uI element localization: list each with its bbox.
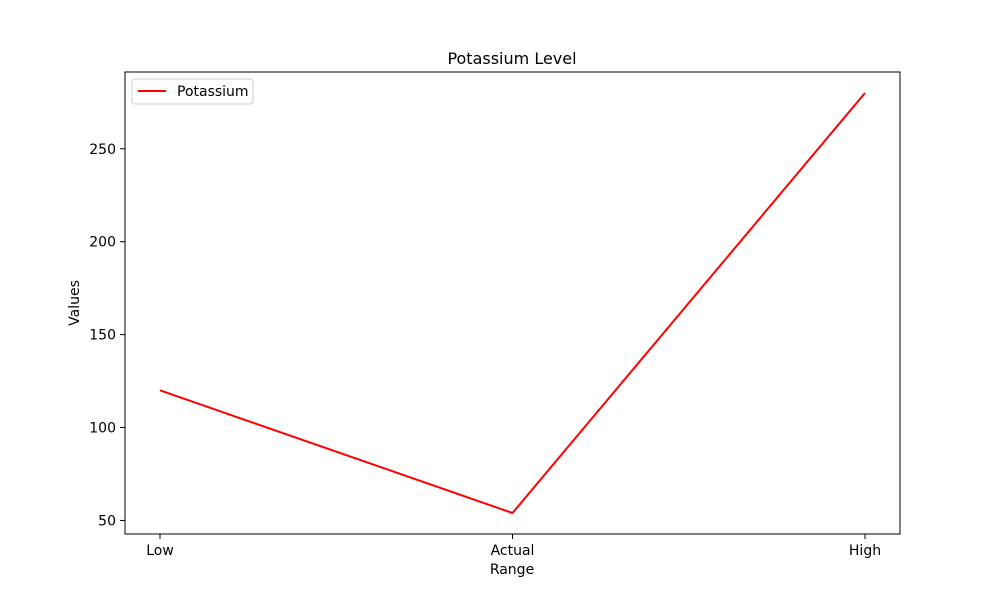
x-axis: Low Actual High [146, 534, 881, 559]
y-axis-label: Values [67, 280, 83, 326]
x-tick-label: High [849, 543, 881, 559]
y-tick-label: 100 [89, 421, 116, 437]
legend-box [131, 78, 254, 105]
y-axis: 50 100 150 200 250 [89, 142, 125, 529]
y-tick-label: 50 [98, 513, 116, 529]
x-tick-label: Low [146, 543, 174, 559]
series-line-potassium [159, 92, 866, 514]
plot-area-frame [124, 71, 901, 535]
legend: Potassium [131, 78, 254, 105]
legend-label: Potassium [177, 84, 249, 100]
y-tick-label: 200 [89, 235, 116, 251]
series-layer [159, 92, 866, 514]
x-tick-label: Actual [491, 543, 535, 559]
y-tick-label: 150 [89, 328, 116, 344]
chart-title: Potassium Level [447, 49, 576, 68]
y-tick-label: 250 [89, 142, 116, 158]
x-axis-label: Range [490, 562, 534, 578]
